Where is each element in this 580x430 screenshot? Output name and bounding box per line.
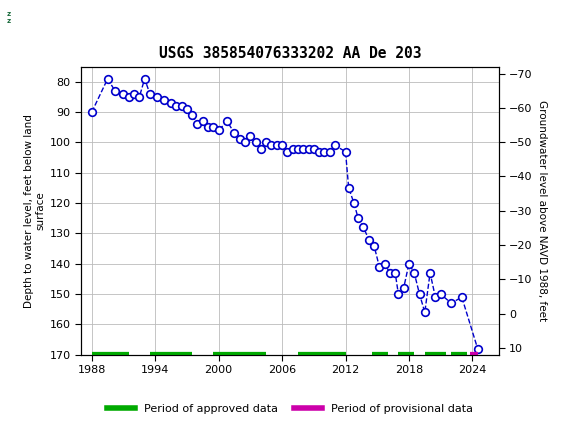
Legend: Period of approved data, Period of provisional data: Period of approved data, Period of provi… — [103, 399, 477, 418]
Text: z
z: z z — [7, 11, 11, 24]
Y-axis label: Groundwater level above NAVD 1988, feet: Groundwater level above NAVD 1988, feet — [537, 100, 547, 321]
FancyBboxPatch shape — [5, 4, 37, 31]
Y-axis label: Depth to water level, feet below land
surface: Depth to water level, feet below land su… — [24, 114, 45, 307]
Title: USGS 385854076333202 AA De 203: USGS 385854076333202 AA De 203 — [159, 46, 421, 61]
Text: USGS: USGS — [44, 9, 95, 27]
